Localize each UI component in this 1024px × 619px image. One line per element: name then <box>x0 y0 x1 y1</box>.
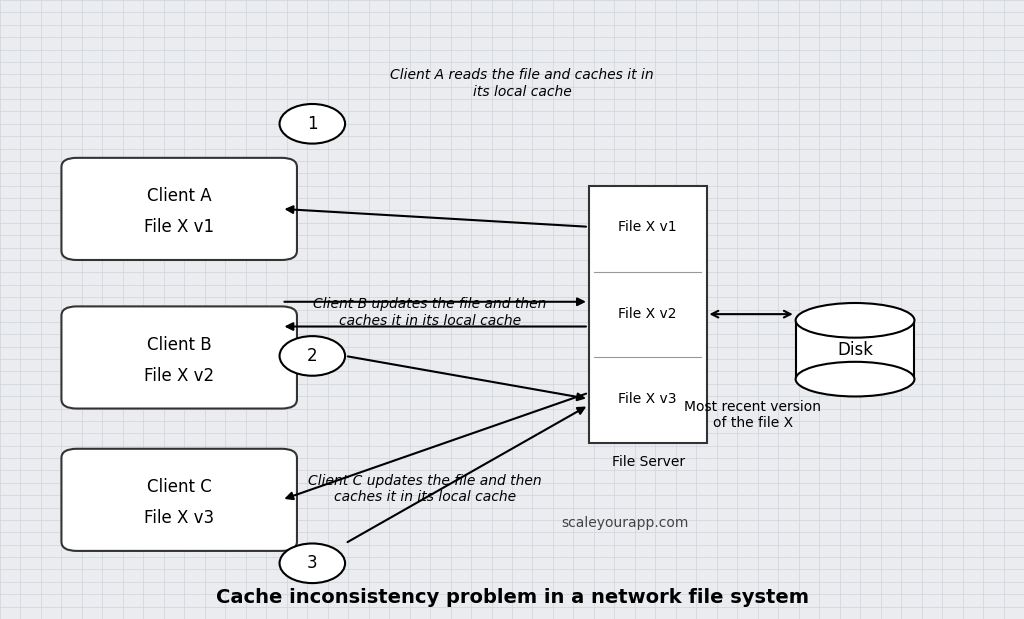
Text: Client C updates the file and then
caches it in its local cache: Client C updates the file and then cache… <box>308 474 542 504</box>
Text: File X v3: File X v3 <box>144 509 214 527</box>
Circle shape <box>280 543 345 583</box>
FancyBboxPatch shape <box>61 449 297 551</box>
Bar <box>796 321 914 379</box>
Ellipse shape <box>796 303 914 337</box>
Text: 1: 1 <box>307 115 317 133</box>
Text: Client B updates the file and then
caches it in its local cache: Client B updates the file and then cache… <box>313 298 547 327</box>
Text: File X v2: File X v2 <box>618 307 677 321</box>
Text: scaleyourapp.com: scaleyourapp.com <box>561 516 688 530</box>
Text: Client A: Client A <box>146 188 212 206</box>
Text: File X v1: File X v1 <box>144 219 214 236</box>
Text: Most recent version
of the file X: Most recent version of the file X <box>684 400 821 430</box>
Text: Disk: Disk <box>837 340 873 359</box>
FancyBboxPatch shape <box>61 158 297 260</box>
FancyBboxPatch shape <box>61 306 297 409</box>
Bar <box>589 186 707 443</box>
Text: 3: 3 <box>307 554 317 573</box>
Text: Cache inconsistency problem in a network file system: Cache inconsistency problem in a network… <box>215 588 809 607</box>
Text: Client A reads the file and caches it in
its local cache: Client A reads the file and caches it in… <box>390 69 654 98</box>
Circle shape <box>280 336 345 376</box>
Text: Client B: Client B <box>146 336 212 354</box>
Circle shape <box>280 104 345 144</box>
Text: Client C: Client C <box>146 478 212 496</box>
Text: File X v1: File X v1 <box>618 220 677 234</box>
Text: 2: 2 <box>307 347 317 365</box>
Text: File Server: File Server <box>611 455 685 469</box>
Ellipse shape <box>796 361 914 396</box>
Text: File X v3: File X v3 <box>618 392 677 406</box>
Text: File X v2: File X v2 <box>144 367 214 385</box>
